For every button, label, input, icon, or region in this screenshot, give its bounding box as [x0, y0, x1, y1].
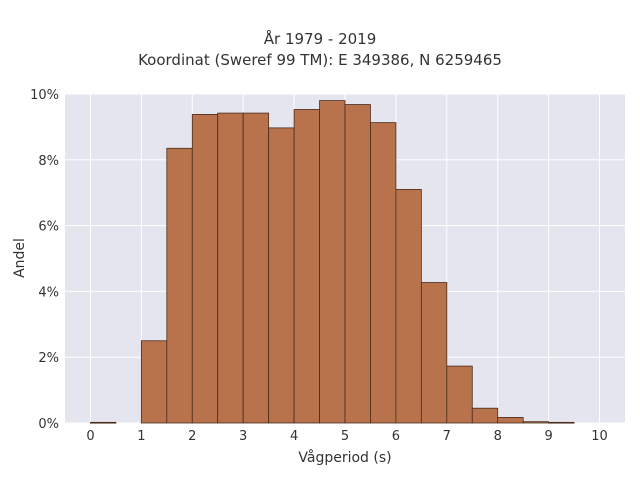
- y-tick-label: 0%: [38, 417, 59, 432]
- histogram-bar: [420, 282, 448, 424]
- y-tick-label: 2%: [38, 351, 59, 366]
- x-tick-label: 6: [392, 429, 400, 444]
- histogram-bar: [242, 112, 270, 424]
- histogram-bar: [344, 104, 371, 424]
- x-tick-label: 8: [494, 429, 502, 444]
- histogram-bar: [90, 421, 117, 424]
- x-tick-label: 3: [239, 429, 247, 444]
- x-axis-label: Vågperiod (s): [298, 449, 391, 466]
- histogram-bar: [217, 112, 244, 424]
- histogram-bar: [522, 421, 550, 424]
- histogram-bar: [293, 109, 320, 424]
- chart-title-line-2: Koordinat (Sweref 99 TM): E 349386, N 62…: [138, 51, 502, 69]
- x-tick-label: 9: [544, 429, 552, 444]
- bars: [90, 100, 575, 424]
- x-tick-label: 0: [86, 429, 94, 444]
- histogram-bar: [268, 127, 295, 424]
- histogram-bar: [191, 113, 219, 424]
- histogram-bar: [166, 147, 193, 424]
- histogram-bar: [140, 340, 168, 424]
- x-tick-label: 1: [137, 429, 145, 444]
- histogram-bar: [471, 407, 499, 424]
- histogram-bar: [319, 100, 346, 424]
- histogram-bar: [395, 189, 422, 424]
- chart-title-line-1: År 1979 - 2019: [263, 30, 377, 48]
- y-tick-labels: 0% 2% 4% 6% 8% 10%: [30, 88, 59, 432]
- x-tick-label: 7: [443, 429, 451, 444]
- y-tick-label: 8%: [38, 154, 59, 169]
- y-tick-label: 6%: [38, 220, 59, 235]
- histogram-bar: [370, 122, 397, 424]
- histogram-bar: [497, 417, 524, 424]
- x-tick-label: 4: [290, 429, 298, 444]
- x-tick-label: 2: [188, 429, 196, 444]
- y-tick-label: 4%: [38, 285, 59, 300]
- x-tick-labels: 0 1 2 3 4 5 6 7 8 9 10: [86, 429, 608, 444]
- x-tick-label: 5: [341, 429, 349, 444]
- histogram-bar: [548, 421, 575, 424]
- histogram-bar: [446, 365, 473, 424]
- x-tick-label: 10: [591, 429, 608, 444]
- y-axis-label: Andel: [12, 238, 28, 278]
- y-tick-label: 10%: [30, 88, 59, 103]
